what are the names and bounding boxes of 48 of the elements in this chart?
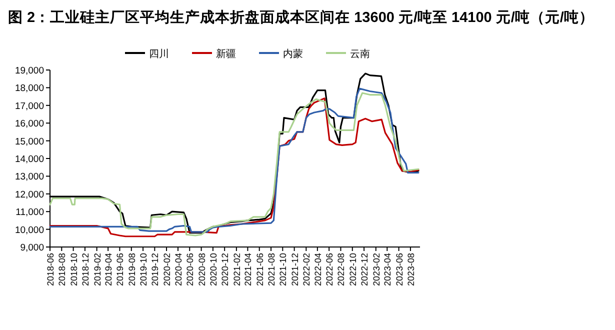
x-tick-label: 2019-04 <box>104 253 114 286</box>
x-tick-label: 2020-10 <box>208 253 218 286</box>
legend-label: 云南 <box>350 48 370 60</box>
x-tick-label: 2022-06 <box>324 253 335 286</box>
legend-label: 四川 <box>149 48 169 60</box>
x-tick-label: 2018-10 <box>68 253 79 286</box>
y-tick-label: 12,000 <box>14 189 44 200</box>
x-tick-label: 2020-12 <box>220 253 230 286</box>
x-tick-label: 2021-10 <box>278 253 288 286</box>
x-tick-label: 2023-06 <box>394 253 404 286</box>
x-tick-label: 2019-02 <box>92 253 102 286</box>
x-tick-label: 2018-12 <box>80 253 90 286</box>
x-tick-label: 2023-02 <box>371 253 382 286</box>
x-tick-label: 2018-08 <box>57 253 68 286</box>
x-tick-label: 2020-02 <box>162 253 172 286</box>
x-tick-label: 2022-02 <box>302 253 312 286</box>
x-tick-label: 2022-12 <box>360 253 370 286</box>
y-tick-label: 19,000 <box>14 66 44 76</box>
legend-label: 内蒙 <box>283 48 303 60</box>
chart-title: 图 2：工业硅主厂区平均生产成本折盘面成本区间在 13600 元/吨至 14100 元/吨（元/吨） <box>8 8 594 26</box>
x-tick-label: 2021-08 <box>266 253 277 286</box>
x-tick-label: 2023-04 <box>382 253 393 286</box>
y-tick-label: 13,000 <box>14 172 44 183</box>
x-tick-label: 2020-06 <box>185 253 196 286</box>
x-tick-label: 2021-06 <box>254 253 265 286</box>
x-tick-label: 2019-08 <box>126 253 137 286</box>
y-tick-label: 17,000 <box>14 100 44 112</box>
legend-label: 新疆 <box>216 48 236 60</box>
y-tick-label: 10,000 <box>14 224 44 236</box>
x-tick-label: 2022-08 <box>336 253 346 286</box>
x-tick-label: 2021-04 <box>243 253 254 286</box>
x-tick-label: 2019-06 <box>115 253 126 286</box>
y-tick-label: 11,000 <box>16 207 44 218</box>
x-tick-label: 2019-10 <box>138 253 149 286</box>
y-tick-label: 18,000 <box>14 83 44 94</box>
x-tick-label: 2020-04 <box>173 253 184 286</box>
x-tick-label: 2021-02 <box>232 253 242 286</box>
x-tick-label: 2023-08 <box>406 253 416 286</box>
x-tick-label: 2019-12 <box>150 253 160 286</box>
x-tick-label: 2022-04 <box>312 253 323 286</box>
y-tick-label: 16,000 <box>14 118 44 130</box>
x-tick-label: 2020-08 <box>196 253 207 286</box>
y-tick-label: 9,000 <box>20 242 44 254</box>
y-tick-label: 14,000 <box>14 154 44 165</box>
x-tick-label: 2022-10 <box>348 253 358 286</box>
x-tick-label: 2018-06 <box>46 253 56 286</box>
x-tick-label: 2021-12 <box>290 253 300 286</box>
y-tick-label: 15,000 <box>14 136 44 148</box>
